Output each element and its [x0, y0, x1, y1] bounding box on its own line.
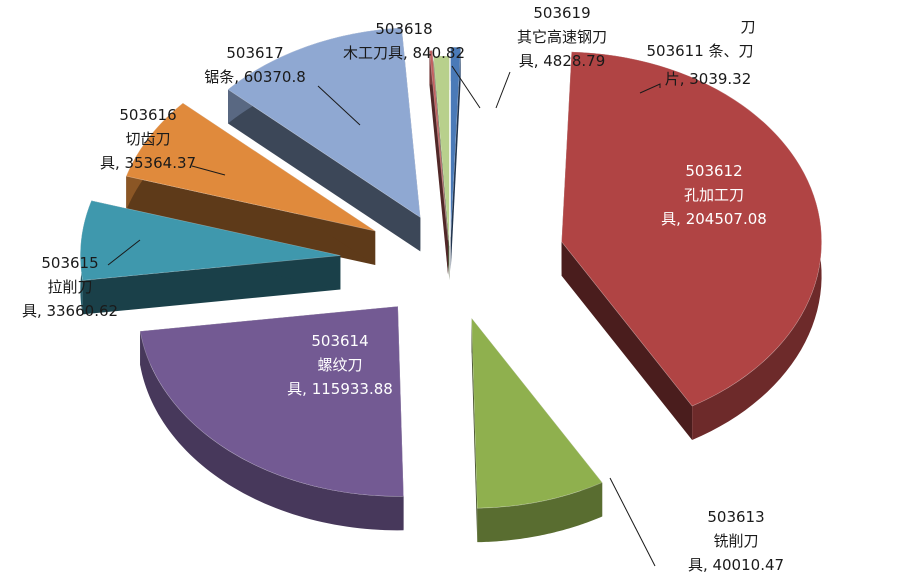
slice-label-line-503611-0: 刀 [740, 18, 755, 36]
slice-label-line-503614-0: 503614 [311, 332, 368, 350]
slice-label-line-503618-0: 503618 [375, 20, 432, 38]
slice-label-line-503616-2: 具, 35364.37 [100, 154, 196, 172]
slice-top-503614 [139, 306, 404, 497]
slice-label-line-503615-2: 具, 33660.62 [22, 302, 118, 320]
slice-top-503615 [80, 200, 341, 281]
slice-label-503617: 503617 锯条, 60370.8 [204, 44, 361, 126]
slice-label-line-503618-1: 木工刀具, 840.82 [343, 44, 465, 62]
slice-top-503616 [125, 102, 376, 232]
slice-wall-503611-1 [450, 47, 461, 272]
slice-top-503612 [561, 51, 822, 407]
slice-wall-503612-1 [561, 241, 693, 441]
leader-line-503619 [495, 71, 511, 109]
slice-label-line-503619-0: 503619 [533, 4, 590, 22]
pie-slice-503616 [125, 102, 376, 266]
slice-top-503617 [227, 27, 421, 218]
slice-label-line-503612-1: 孔加工刀 [684, 186, 744, 204]
slice-label-line-503611-1: 503611 条、刀 [646, 42, 753, 60]
pie-slice-503615 [80, 200, 341, 315]
slice-side-503613 [477, 482, 603, 543]
slice-label-line-503619-2: 具, 4828.79 [519, 52, 606, 70]
slice-label-line-503613-0: 503613 [707, 508, 764, 526]
pie-slice-503614 [139, 306, 404, 531]
slice-top-503619 [433, 55, 450, 246]
leader-line-503611 [639, 83, 661, 94]
slice-label-line-503617-0: 503617 [226, 44, 283, 62]
slice-top-503611 [450, 46, 461, 238]
pie-slice-503617 [227, 27, 421, 252]
leader-line-503615 [107, 239, 141, 266]
slice-label-line-503616-0: 503616 [119, 106, 176, 124]
pie-slice-503612 [561, 51, 822, 441]
slice-label-line-503612-2: 具, 204507.08 [661, 210, 767, 228]
pie-slice-503611 [450, 46, 461, 272]
pie-slice-503613 [471, 317, 603, 543]
slice-wall-503617-0 [228, 89, 421, 252]
slice-label-line-503616-1: 切齿刀 [125, 130, 170, 148]
slice-label-503611: 刀 503611 条、刀片, 3039.32 [639, 18, 756, 94]
leader-line-503617 [317, 85, 361, 126]
slice-wall-503613-1 [471, 318, 478, 543]
slice-label-line-503615-0: 503615 [41, 254, 98, 272]
slice-top-503613 [471, 317, 603, 509]
slice-label-line-503614-1: 螺纹刀 [317, 356, 362, 374]
leader-line-503618 [451, 65, 481, 109]
slice-label-line-503617-1: 锯条, 60370.8 [204, 68, 306, 86]
slice-label-line-503613-2: 具, 40010.47 [688, 556, 784, 574]
slice-label-line-503612-0: 503612 [685, 162, 742, 180]
slice-label-line-503614-2: 具, 115933.88 [287, 380, 393, 398]
slice-label-503618: 503618 木工刀具, 840.82 [343, 20, 481, 109]
slice-label-line-503613-1: 铣削刀 [713, 532, 758, 550]
slice-wall-503616-0 [126, 176, 376, 266]
slice-label-line-503615-1: 拉削刀 [47, 278, 92, 296]
leader-line-503613 [609, 477, 656, 567]
slice-side-503614 [140, 331, 404, 531]
slice-top-503618 [429, 50, 449, 241]
pie-slice-503618 [429, 50, 449, 275]
slice-label-line-503611-2: 片, 3039.32 [665, 70, 752, 88]
leader-line-503616 [191, 165, 226, 176]
slice-label-line-503619-1: 其它高速钢刀 [517, 28, 607, 46]
